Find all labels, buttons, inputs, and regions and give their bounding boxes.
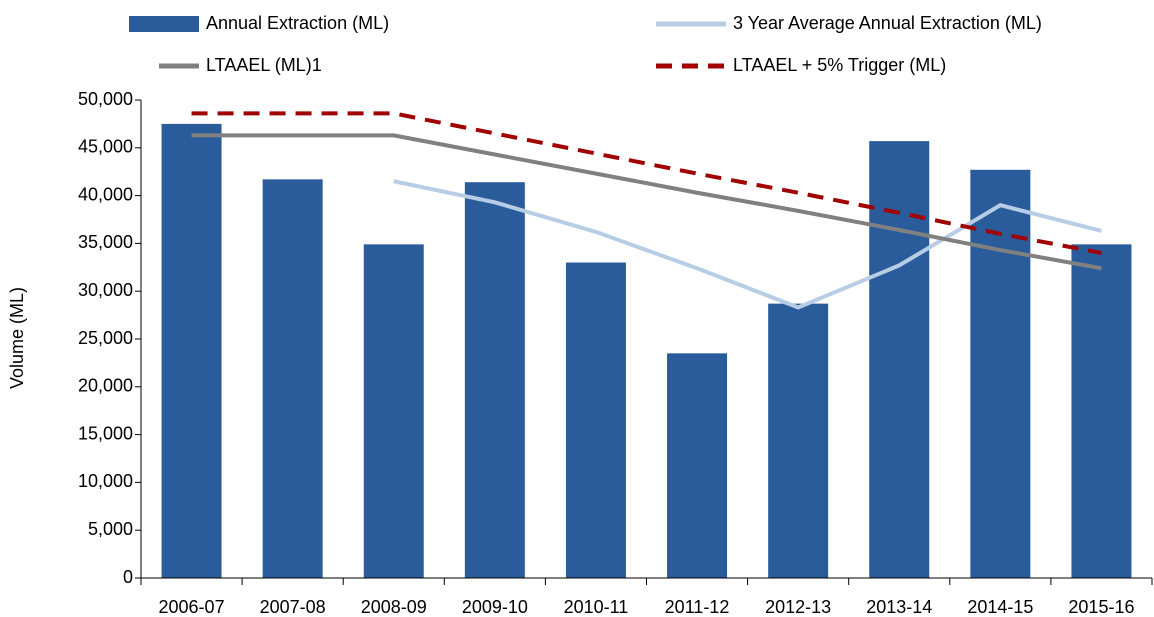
- y-tick-label: 45,000: [78, 137, 133, 157]
- bar: [667, 353, 728, 578]
- y-tick-label: 0: [123, 567, 133, 587]
- bar: [363, 244, 424, 578]
- bar: [464, 182, 525, 578]
- y-tick-label: 20,000: [78, 376, 133, 396]
- bar: [161, 123, 222, 579]
- y-tick-label: 35,000: [78, 232, 133, 252]
- x-tick-label: 2008-09: [361, 597, 427, 617]
- y-tick-label: 25,000: [78, 328, 133, 348]
- legend-label: 3 Year Average Annual Extraction (ML): [733, 13, 1042, 33]
- legend-label: Annual Extraction (ML): [206, 13, 389, 33]
- x-tick-label: 2013-14: [866, 597, 932, 617]
- y-tick-label: 10,000: [78, 471, 133, 491]
- bar: [869, 141, 930, 578]
- x-tick-label: 2007-08: [260, 597, 326, 617]
- bar: [970, 169, 1031, 578]
- x-tick-label: 2006-07: [159, 597, 225, 617]
- bar: [262, 179, 323, 578]
- x-tick-label: 2009-10: [462, 597, 528, 617]
- bar: [768, 303, 829, 578]
- legend-swatch: [129, 16, 199, 32]
- x-tick-label: 2015-16: [1068, 597, 1134, 617]
- legend-label: LTAAEL + 5% Trigger (ML): [733, 55, 946, 75]
- y-tick-label: 40,000: [78, 184, 133, 204]
- legend-label: LTAAEL (ML)1: [206, 55, 322, 75]
- x-tick-label: 2011-12: [665, 597, 730, 617]
- y-tick-label: 15,000: [78, 423, 133, 443]
- y-tick-label: 30,000: [78, 280, 133, 300]
- bar: [565, 262, 626, 578]
- bar: [1071, 244, 1132, 578]
- series-line: [393, 179, 1102, 310]
- series-line: [191, 111, 1102, 255]
- series-line: [191, 133, 1102, 271]
- y-tick-label: 50,000: [78, 89, 133, 109]
- y-tick-label: 5,000: [88, 519, 133, 539]
- y-axis-label: Volume (ML): [7, 287, 27, 389]
- x-tick-label: 2010-11: [564, 597, 629, 617]
- x-tick-label: 2014-15: [967, 597, 1033, 617]
- x-tick-label: 2012-13: [765, 597, 831, 617]
